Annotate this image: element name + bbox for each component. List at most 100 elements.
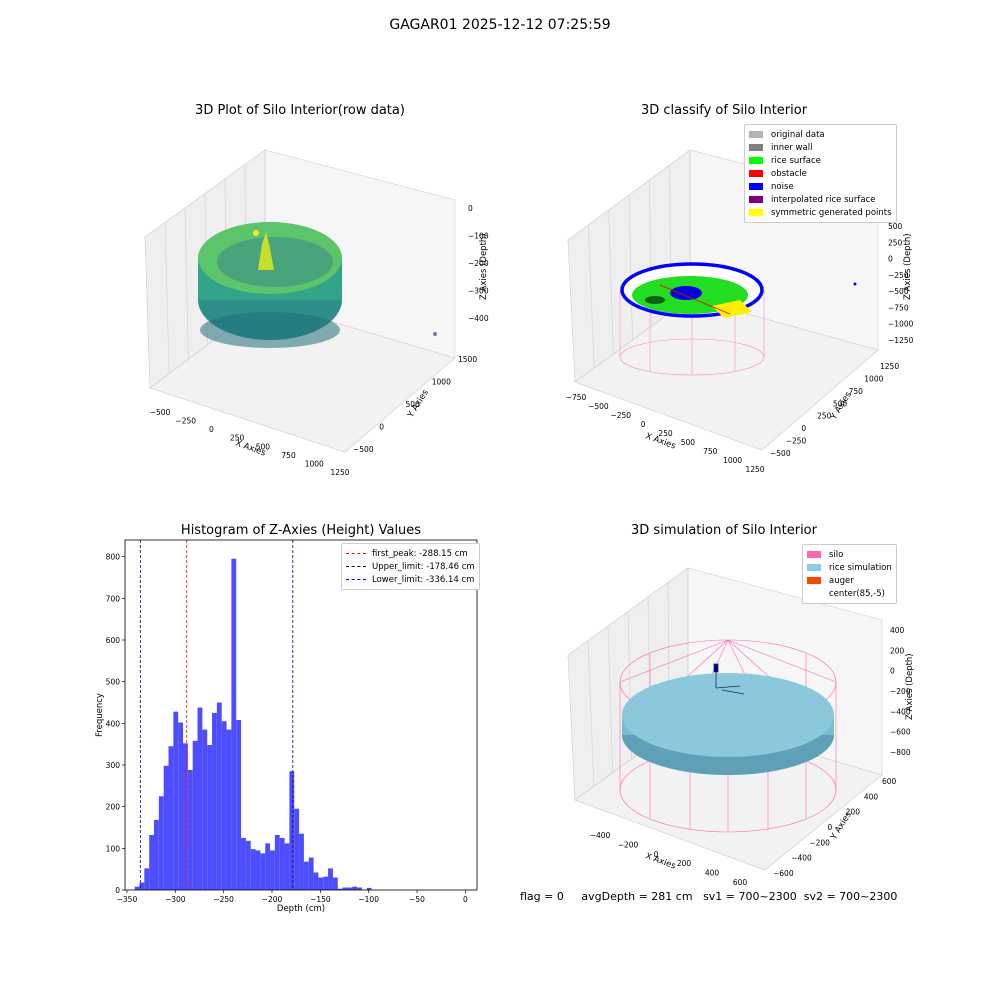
histogram-bar — [294, 808, 300, 890]
z-tick-label: 250 — [888, 238, 903, 247]
legend-swatch — [807, 551, 821, 558]
histogram-bar — [178, 722, 184, 890]
legend-line — [346, 579, 366, 580]
x-tick-label: −500 — [150, 408, 171, 417]
y-tick-label: −250 — [786, 437, 807, 446]
z-tick-label: 0 — [888, 255, 893, 264]
panel2-title: 3D classify of Silo Interior — [640, 103, 808, 118]
y-tick-label: 1000 — [432, 378, 451, 387]
histogram-bar — [221, 721, 227, 890]
histogram-bar — [245, 840, 251, 890]
panel2-legend: original data inner wall rice surface ob… — [744, 124, 897, 223]
legend-label: first_peak: -288.15 cm — [372, 548, 468, 559]
legend-entry-center: center(85,-5) — [807, 587, 892, 600]
histogram-legend: first_peak: -288.15 cm Upper_limit: -178… — [341, 543, 480, 590]
x-tick-label: −400 — [590, 831, 611, 840]
histogram-bar — [265, 843, 271, 890]
x-tick-label: 600 — [733, 878, 748, 887]
histogram-bar — [149, 835, 155, 890]
y-tick-label: −400 — [791, 854, 812, 863]
histogram-x-label: Depth (cm) — [277, 904, 325, 914]
x-tick-label: 750 — [281, 451, 296, 460]
panel2-z-label: Z Axies (Depth) — [903, 233, 913, 300]
histogram-x-tick: −50 — [409, 895, 425, 904]
histogram-bars — [134, 558, 372, 890]
figure-title: GAGAR01 2025-12-12 07:25:59 — [389, 17, 611, 33]
histogram-bar — [168, 746, 174, 890]
legend-swatch — [749, 209, 763, 216]
x-tick-label: 0 — [209, 425, 214, 434]
status-flag: flag = 0 — [520, 890, 564, 903]
panel1-z-label: Z Axies (Depth) — [479, 233, 489, 300]
legend-label: original data — [771, 129, 825, 140]
x-tick-label: 500 — [256, 442, 271, 451]
x-tick-label: 400 — [705, 869, 720, 878]
legend-swatch — [749, 144, 763, 151]
legend-label: inner wall — [771, 142, 813, 153]
z-tick-label: −600 — [890, 728, 911, 737]
y-tick-label: −600 — [773, 869, 794, 878]
y-tick-label: −500 — [770, 449, 791, 458]
panel4-auger — [713, 663, 745, 695]
legend-swatch — [749, 196, 763, 203]
legend-label: interpolated rice surface — [771, 194, 876, 205]
legend-entry-upper-limit: Upper_limit: -178.46 cm — [346, 560, 475, 573]
histogram-bar — [212, 712, 217, 890]
histogram-lines — [139, 540, 294, 890]
z-tick-label: −200 — [890, 687, 911, 696]
z-tick-label: −1250 — [888, 336, 914, 345]
histogram-bar — [216, 702, 222, 890]
x-tick-label: 1250 — [745, 465, 764, 474]
histogram-x-tick: −100 — [358, 895, 379, 904]
z-tick-label: 500 — [888, 222, 903, 231]
histogram-bar — [250, 849, 256, 890]
histogram-bar — [163, 765, 169, 890]
z-tick-label: −400 — [468, 314, 489, 323]
histogram-bar — [236, 720, 242, 890]
histogram-title: Histogram of Z-Axies (Height) Values — [180, 523, 422, 538]
x-tick-label: −500 — [588, 402, 609, 411]
legend-label: rice surface — [771, 155, 821, 166]
legend-label: obstacle — [771, 168, 807, 179]
histogram-x-tick: −150 — [310, 895, 331, 904]
x-tick-label: 0 — [641, 420, 646, 429]
x-tick-label: 750 — [703, 447, 718, 456]
histogram-frame — [124, 539, 478, 891]
histogram-y-tick: 300 — [106, 761, 121, 770]
legend-label: auger — [829, 575, 854, 586]
histogram-y-tick: 500 — [106, 678, 121, 687]
x-tick-label: −200 — [618, 840, 639, 849]
z-tick-label: −1000 — [888, 320, 914, 329]
legend-entry-auger: auger — [807, 574, 892, 587]
legend-swatch — [749, 183, 763, 190]
histogram-bar — [347, 887, 353, 890]
histogram-y-tick: 100 — [106, 844, 121, 853]
x-tick-label: 0 — [654, 850, 659, 859]
histogram-bar — [303, 861, 309, 890]
x-tick-label: 250 — [658, 429, 673, 438]
histogram-bar — [226, 729, 232, 890]
y-tick-label: 250 — [817, 412, 832, 421]
x-tick-label: 1000 — [305, 459, 324, 468]
histogram-bar — [270, 850, 275, 890]
y-tick-label: 1250 — [880, 362, 899, 371]
legend-swatch — [749, 131, 763, 138]
y-tick-label: 0 — [379, 423, 384, 432]
legend-label: rice simulation — [829, 562, 892, 573]
histogram-bar — [342, 887, 348, 890]
histogram-y-tick: 600 — [106, 636, 121, 645]
histogram-bar — [323, 876, 329, 890]
histogram-bar — [192, 740, 198, 890]
histogram-bar — [197, 707, 203, 890]
y-tick-label: −200 — [809, 838, 830, 847]
panel4-x-label: X Axies — [644, 851, 677, 871]
panel4-legend: silo rice simulation auger center(85,-5) — [802, 544, 897, 604]
x-tick-label: −750 — [566, 393, 587, 402]
legend-entry-lower-limit: Lower_limit: -336.14 cm — [346, 573, 475, 586]
x-tick-label: 1000 — [723, 456, 742, 465]
legend-label: silo — [829, 549, 844, 560]
histogram-bar — [318, 877, 324, 890]
